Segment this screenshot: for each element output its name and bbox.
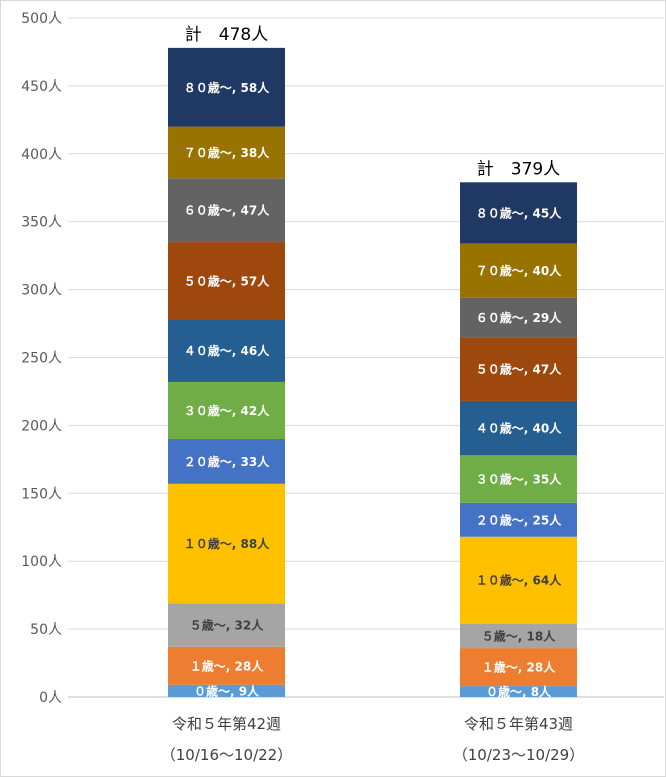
x-category-sublabel: （10/16～10/22） <box>161 746 292 764</box>
bars <box>168 47 577 697</box>
y-tick-label: 200人 <box>21 418 62 434</box>
segment-data-label: ３０歳～, 35人 <box>476 472 562 487</box>
segment-data-label: ３０歳～, 42人 <box>184 403 270 418</box>
bar-segment <box>168 483 285 604</box>
y-tick-label: 50人 <box>30 622 62 638</box>
bar-segment <box>460 297 577 338</box>
bar-segment <box>460 648 577 687</box>
bar-segment <box>460 455 577 503</box>
segment-data-label: ６０歳～, 29人 <box>476 310 562 325</box>
bar-segment <box>460 536 577 624</box>
bar-segment <box>460 686 577 697</box>
bar-segment <box>460 182 577 244</box>
bar-segment <box>168 242 285 320</box>
x-category-sublabel: （10/23～10/29） <box>453 746 584 764</box>
bar-segment <box>460 623 577 649</box>
y-tick-label: 350人 <box>21 215 62 231</box>
x-axis: 令和５年第42週 （10/16～10/22） 令和５年第43週 （10/23～10/2… <box>161 715 584 764</box>
segment-data-label: ６０歳～, 47人 <box>184 203 270 218</box>
y-tick-label: 150人 <box>21 486 62 502</box>
segment-data-label: ０歳～, 8人 <box>486 684 552 699</box>
segment-data-label: ５歳～, 32人 <box>190 618 264 633</box>
bar-segment <box>168 381 285 439</box>
bar-segment <box>168 47 285 127</box>
y-tick-label: 250人 <box>21 351 62 367</box>
segment-data-label: ４０歳～, 46人 <box>184 343 270 358</box>
bar-segment <box>460 337 577 401</box>
bar-segment <box>168 178 285 243</box>
segment-data-label: ５０歳～, 47人 <box>476 362 562 377</box>
y-tick-label: 100人 <box>21 554 62 570</box>
y-tick-label: 400人 <box>21 147 62 163</box>
bar-segment <box>168 646 285 685</box>
bar-segment <box>168 684 285 697</box>
x-category-label: 令和５年第43週 <box>464 715 573 733</box>
bar-total-label: 計 379人 <box>477 159 560 179</box>
y-axis: 0人 50人 100人 150人 200人 250人 300人 350人 400人 450人 500… <box>21 11 62 706</box>
bar-segment <box>460 502 577 537</box>
bar-total-label: 計 478人 <box>185 25 268 45</box>
segment-data-label: ２０歳～, 25人 <box>476 512 562 527</box>
y-tick-label: 300人 <box>21 283 62 299</box>
bar-segment <box>460 243 577 298</box>
bar-segment <box>168 319 285 382</box>
segment-data-label: ５０歳～, 57人 <box>184 273 270 288</box>
bar-segment <box>168 603 285 647</box>
segment-data-label: １歳～, 28人 <box>482 660 556 675</box>
segment-data-label: ４０歳～, 40人 <box>476 421 562 436</box>
segment-data-label: ７０歳～, 38人 <box>184 145 270 160</box>
segment-data-label: ５歳～, 18人 <box>482 628 556 643</box>
y-tick-label: 500人 <box>21 11 62 27</box>
segment-data-label: ８０歳～, 58人 <box>184 80 270 95</box>
bar-segment <box>168 438 285 484</box>
segment-data-label: ２０歳～, 33人 <box>184 454 270 469</box>
y-tick-label: 0人 <box>39 690 62 706</box>
segment-data-label: ８０歳～, 45人 <box>476 205 562 220</box>
segment-data-label: １０歳～, 64人 <box>476 573 562 588</box>
segment-data-label: １歳～, 28人 <box>190 658 264 673</box>
segment-data-label: １０歳～, 88人 <box>184 536 270 551</box>
bar-segment <box>460 400 577 456</box>
bar-segment <box>168 126 285 179</box>
segment-data-label: ０歳～, 9人 <box>194 683 260 698</box>
y-tick-label: 450人 <box>21 79 62 95</box>
data-labels: ０歳～, 9人 １歳～, 28人 ５歳～, 32人 １０歳～, 88人 ２０歳～, 33… <box>184 25 562 699</box>
segment-data-label: ７０歳～, 40人 <box>476 263 562 278</box>
x-category-label: 令和５年第42週 <box>172 715 281 733</box>
